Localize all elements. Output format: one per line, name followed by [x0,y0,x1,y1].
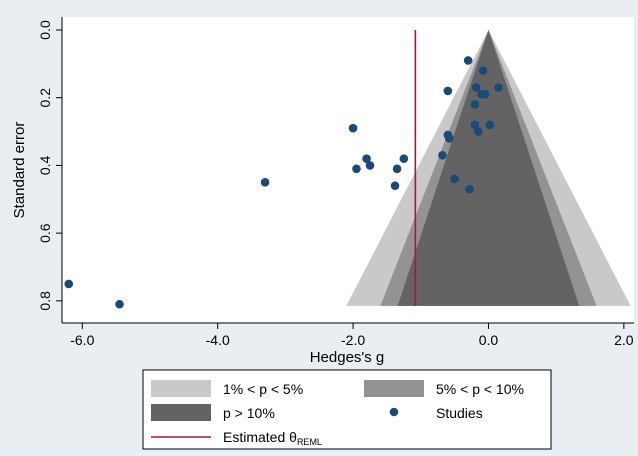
study-point [399,154,409,163]
study-points [64,56,503,309]
legend-label-studies: Studies [436,405,483,421]
x-tick-label: -6.0 [70,332,94,348]
study-point [470,100,480,109]
study-point [444,134,454,143]
legend-label-theta: Estimated θREML [223,429,322,447]
legend-swatch-5-10 [364,380,424,397]
study-point [465,184,474,194]
study-point [352,164,361,174]
y-tick-label: 0.6 [37,223,53,243]
study-point [390,181,400,191]
x-tick-label: -4.0 [206,332,230,348]
legend-label-theta-sub: REML [297,437,322,447]
y-tick-label: 0.8 [37,291,53,311]
study-point [365,161,375,170]
x-tick-label: 2.0 [614,332,634,348]
legend-label-theta-main: Estimated θ [223,429,297,445]
study-point [480,90,490,99]
x-tick-label: -2.0 [341,332,365,348]
study-point [348,123,358,133]
study-point [392,164,402,174]
x-tick-label: 0.0 [479,332,499,348]
y-axis-ticks: 0.0 0.2 0.4 0.6 0.8 [37,20,62,311]
study-point [474,127,483,136]
y-axis-title: Standard error [11,122,28,219]
study-point [115,299,124,309]
legend-label-1-5: 1% < p < 5% [223,381,303,397]
x-axis-title: Hedges's g [310,349,385,366]
y-tick-label: 0.4 [37,155,53,175]
legend-studies-marker [389,407,399,417]
study-point [438,150,447,160]
legend: 1% < p < 5% 5% < p < 10% p > 10% Studies… [142,369,552,450]
study-point [443,86,453,96]
study-point [494,83,503,92]
study-point [485,120,495,130]
study-point [450,174,459,184]
study-point [64,279,74,289]
study-point [471,83,481,92]
x-axis-ticks: -6.0 -4.0 -2.0 0.0 2.0 [70,323,634,348]
funnel-region-3 [397,30,580,306]
legend-swatch-p10 [151,404,211,421]
study-point [260,178,270,187]
funnel-contours [346,30,631,306]
y-tick-label: 0.2 [37,88,53,108]
study-point [478,66,488,75]
y-tick-label: 0.0 [37,20,53,40]
legend-label-p10: p > 10% [223,405,275,421]
study-point [463,56,473,65]
legend-swatch-1-5 [151,380,211,397]
study-point [470,120,480,130]
study-point [362,154,371,163]
legend-label-5-10: 5% < p < 10% [436,381,524,397]
